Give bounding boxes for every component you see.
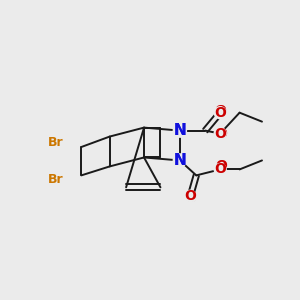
Circle shape bbox=[173, 124, 186, 137]
Text: N: N bbox=[173, 153, 186, 168]
Text: N: N bbox=[173, 123, 186, 138]
Text: O: O bbox=[184, 191, 196, 205]
Text: O: O bbox=[184, 189, 196, 203]
Text: O: O bbox=[214, 127, 226, 141]
Circle shape bbox=[214, 107, 226, 118]
Circle shape bbox=[173, 154, 186, 167]
Text: O: O bbox=[214, 106, 226, 120]
Text: O: O bbox=[216, 127, 228, 141]
Circle shape bbox=[214, 128, 226, 140]
Text: N: N bbox=[173, 153, 186, 168]
Circle shape bbox=[184, 190, 196, 202]
Text: N: N bbox=[173, 123, 186, 138]
Text: O: O bbox=[214, 104, 226, 118]
Text: O: O bbox=[214, 162, 226, 176]
Text: O: O bbox=[216, 159, 228, 173]
Text: Br: Br bbox=[48, 136, 64, 149]
Text: Br: Br bbox=[48, 173, 64, 186]
Circle shape bbox=[214, 164, 226, 175]
